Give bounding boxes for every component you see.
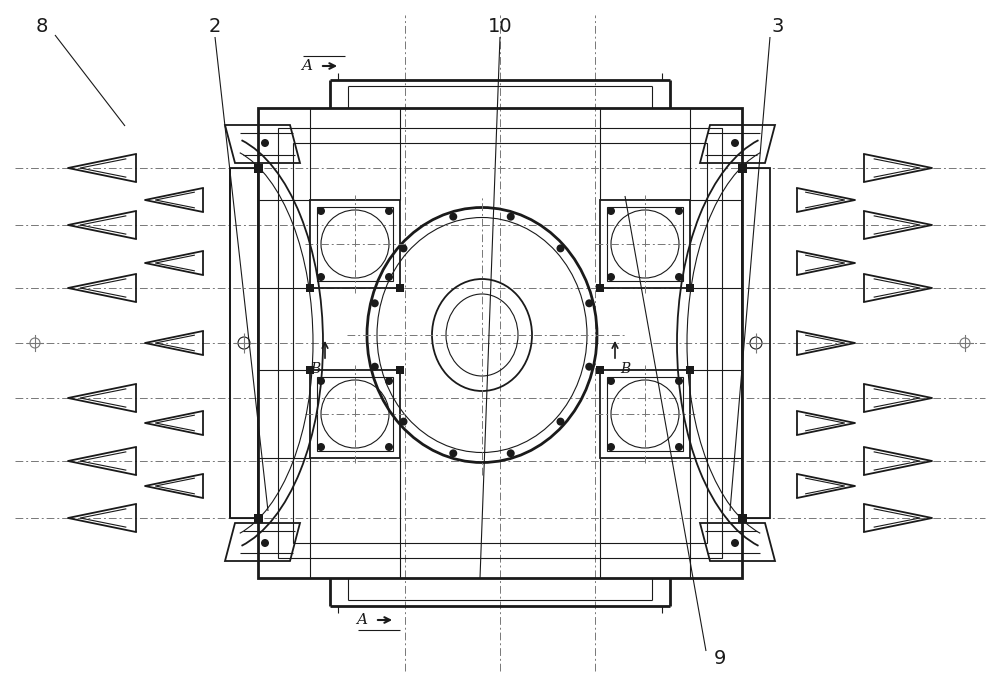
- Bar: [600, 200, 690, 288]
- Bar: [607, 377, 683, 451]
- Circle shape: [731, 139, 739, 147]
- Circle shape: [507, 213, 515, 221]
- Text: 8: 8: [36, 18, 48, 36]
- Circle shape: [400, 244, 408, 252]
- Bar: [254, 514, 262, 523]
- Circle shape: [607, 273, 615, 281]
- Text: A: A: [302, 59, 312, 73]
- Bar: [686, 366, 694, 374]
- Circle shape: [385, 443, 393, 451]
- Circle shape: [675, 443, 683, 451]
- Circle shape: [607, 443, 615, 451]
- Bar: [230, 168, 258, 518]
- Circle shape: [261, 539, 269, 547]
- Circle shape: [317, 443, 325, 451]
- Circle shape: [507, 449, 515, 458]
- Circle shape: [385, 377, 393, 385]
- Circle shape: [675, 273, 683, 281]
- Bar: [742, 168, 770, 518]
- Bar: [596, 366, 604, 374]
- Text: 3: 3: [772, 18, 784, 36]
- Bar: [306, 284, 314, 292]
- Bar: [596, 284, 604, 292]
- Circle shape: [607, 207, 615, 215]
- Circle shape: [371, 363, 379, 370]
- Bar: [310, 370, 400, 458]
- Text: A: A: [356, 613, 368, 627]
- Text: B: B: [310, 362, 320, 376]
- Circle shape: [261, 139, 269, 147]
- Circle shape: [675, 207, 683, 215]
- Bar: [278, 128, 722, 558]
- Circle shape: [317, 207, 325, 215]
- Bar: [258, 108, 742, 578]
- Bar: [396, 284, 404, 292]
- Bar: [738, 163, 746, 172]
- Bar: [607, 207, 683, 281]
- Bar: [317, 207, 393, 281]
- Circle shape: [449, 213, 457, 221]
- Circle shape: [317, 273, 325, 281]
- Text: 2: 2: [209, 18, 221, 36]
- Bar: [293, 143, 707, 543]
- Circle shape: [556, 418, 564, 425]
- Bar: [317, 377, 393, 451]
- Text: B: B: [620, 362, 630, 376]
- Circle shape: [449, 449, 457, 458]
- Bar: [686, 284, 694, 292]
- Bar: [254, 163, 262, 172]
- Circle shape: [556, 244, 564, 252]
- Circle shape: [385, 273, 393, 281]
- Circle shape: [585, 299, 593, 307]
- Circle shape: [371, 299, 379, 307]
- Circle shape: [317, 377, 325, 385]
- Bar: [310, 200, 400, 288]
- Circle shape: [400, 418, 408, 425]
- Circle shape: [731, 539, 739, 547]
- Circle shape: [675, 377, 683, 385]
- Circle shape: [385, 207, 393, 215]
- Circle shape: [585, 363, 593, 370]
- Bar: [600, 370, 690, 458]
- Bar: [738, 514, 746, 523]
- Bar: [396, 366, 404, 374]
- Circle shape: [607, 377, 615, 385]
- Text: 10: 10: [488, 18, 512, 36]
- Bar: [306, 366, 314, 374]
- Text: 9: 9: [714, 650, 726, 668]
